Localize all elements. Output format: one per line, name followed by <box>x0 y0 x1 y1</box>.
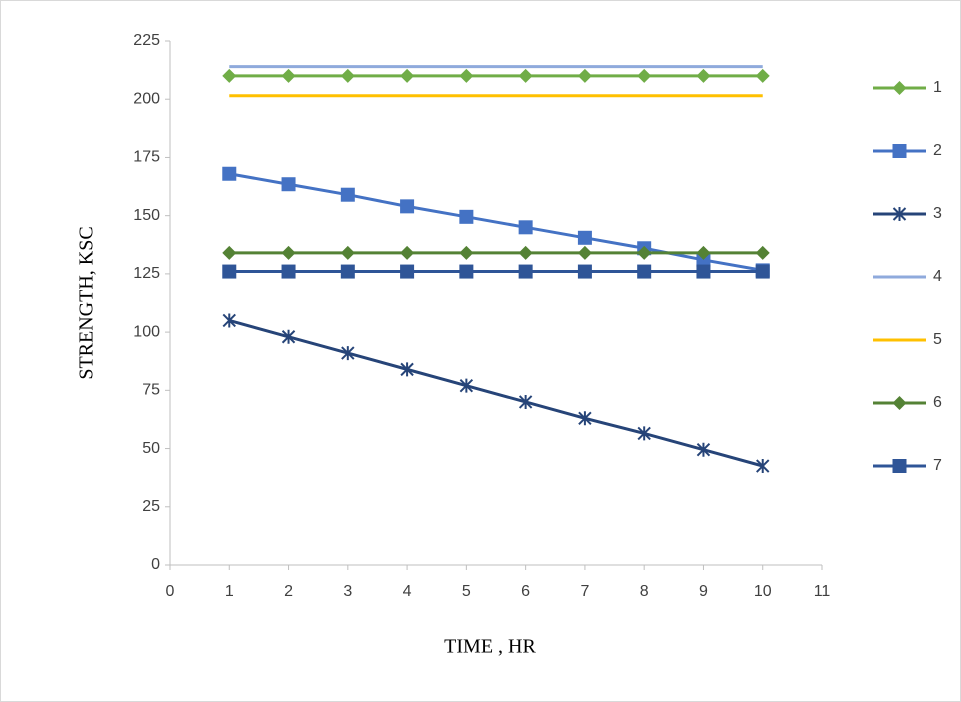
legend-marker <box>892 396 907 410</box>
y-tick-label: 0 <box>151 556 160 573</box>
series-line <box>228 319 764 468</box>
marker <box>459 378 474 393</box>
x-tick-label: 11 <box>814 583 831 600</box>
y-tick-label: 225 <box>133 32 160 49</box>
marker <box>222 166 237 181</box>
x-tick-label: 1 <box>225 583 234 600</box>
marker <box>400 68 415 83</box>
marker <box>755 245 770 260</box>
legend-label: 4 <box>933 268 942 285</box>
legend-marker <box>892 207 907 221</box>
marker <box>756 459 770 474</box>
marker <box>578 411 592 426</box>
marker <box>637 68 652 83</box>
legend-label: 5 <box>933 331 942 348</box>
y-tick-label: 75 <box>142 382 160 399</box>
y-tick-label: 25 <box>142 498 160 515</box>
marker <box>222 264 237 279</box>
y-tick-label: 150 <box>133 207 160 224</box>
marker <box>222 68 237 83</box>
x-tick-label: 7 <box>580 583 589 600</box>
marker <box>281 329 296 344</box>
marker <box>281 264 296 279</box>
legend-label: 7 <box>933 457 942 474</box>
marker <box>340 68 355 83</box>
marker <box>340 245 355 260</box>
x-tick-label: 3 <box>343 583 352 600</box>
marker <box>281 177 296 192</box>
marker <box>755 264 770 279</box>
y-tick-label: 100 <box>133 323 160 340</box>
legend-label: 2 <box>933 142 942 159</box>
marker <box>518 245 533 260</box>
y-axis-title: STRENGTH, KSC <box>76 226 98 379</box>
x-tick-label: 9 <box>699 583 708 600</box>
legend-marker <box>892 459 907 473</box>
marker <box>518 394 533 409</box>
y-tick-label: 50 <box>142 440 160 457</box>
x-tick-label: 2 <box>284 583 293 600</box>
x-tick-label: 6 <box>521 583 530 600</box>
marker <box>518 220 533 235</box>
marker <box>637 245 652 260</box>
marker <box>400 264 415 279</box>
legend-marker <box>892 144 907 158</box>
marker <box>637 426 651 441</box>
legend-label: 3 <box>933 205 942 222</box>
marker <box>518 264 533 279</box>
marker <box>459 264 474 279</box>
marker <box>577 264 592 279</box>
marker <box>696 68 711 83</box>
marker <box>400 362 414 377</box>
marker <box>340 187 355 202</box>
marker <box>459 68 474 83</box>
x-axis-title: TIME , HR <box>444 636 536 658</box>
marker <box>696 442 711 457</box>
legend-label: 1 <box>933 79 942 96</box>
marker <box>577 230 592 245</box>
legend-label: 6 <box>933 394 942 411</box>
marker <box>696 245 711 260</box>
y-tick-label: 175 <box>133 149 160 166</box>
marker <box>577 68 592 83</box>
marker <box>341 346 355 361</box>
marker <box>340 264 355 279</box>
marker <box>281 245 296 260</box>
x-tick-label: 5 <box>462 583 471 600</box>
marker <box>400 199 415 214</box>
marker <box>400 245 415 260</box>
marker <box>518 68 533 83</box>
marker <box>459 209 474 224</box>
marker <box>459 245 474 260</box>
marker <box>637 264 652 279</box>
marker <box>222 313 236 328</box>
y-tick-label: 200 <box>133 90 160 107</box>
x-tick-label: 4 <box>403 583 412 600</box>
x-tick-label: 8 <box>640 583 649 600</box>
marker <box>577 245 592 260</box>
marker <box>281 68 296 83</box>
x-tick-label: 0 <box>166 583 175 600</box>
y-tick-label: 125 <box>133 265 160 282</box>
marker <box>696 264 711 279</box>
x-tick-label: 10 <box>754 583 772 600</box>
marker <box>222 245 237 260</box>
marker <box>755 68 770 83</box>
legend-marker <box>892 81 907 95</box>
